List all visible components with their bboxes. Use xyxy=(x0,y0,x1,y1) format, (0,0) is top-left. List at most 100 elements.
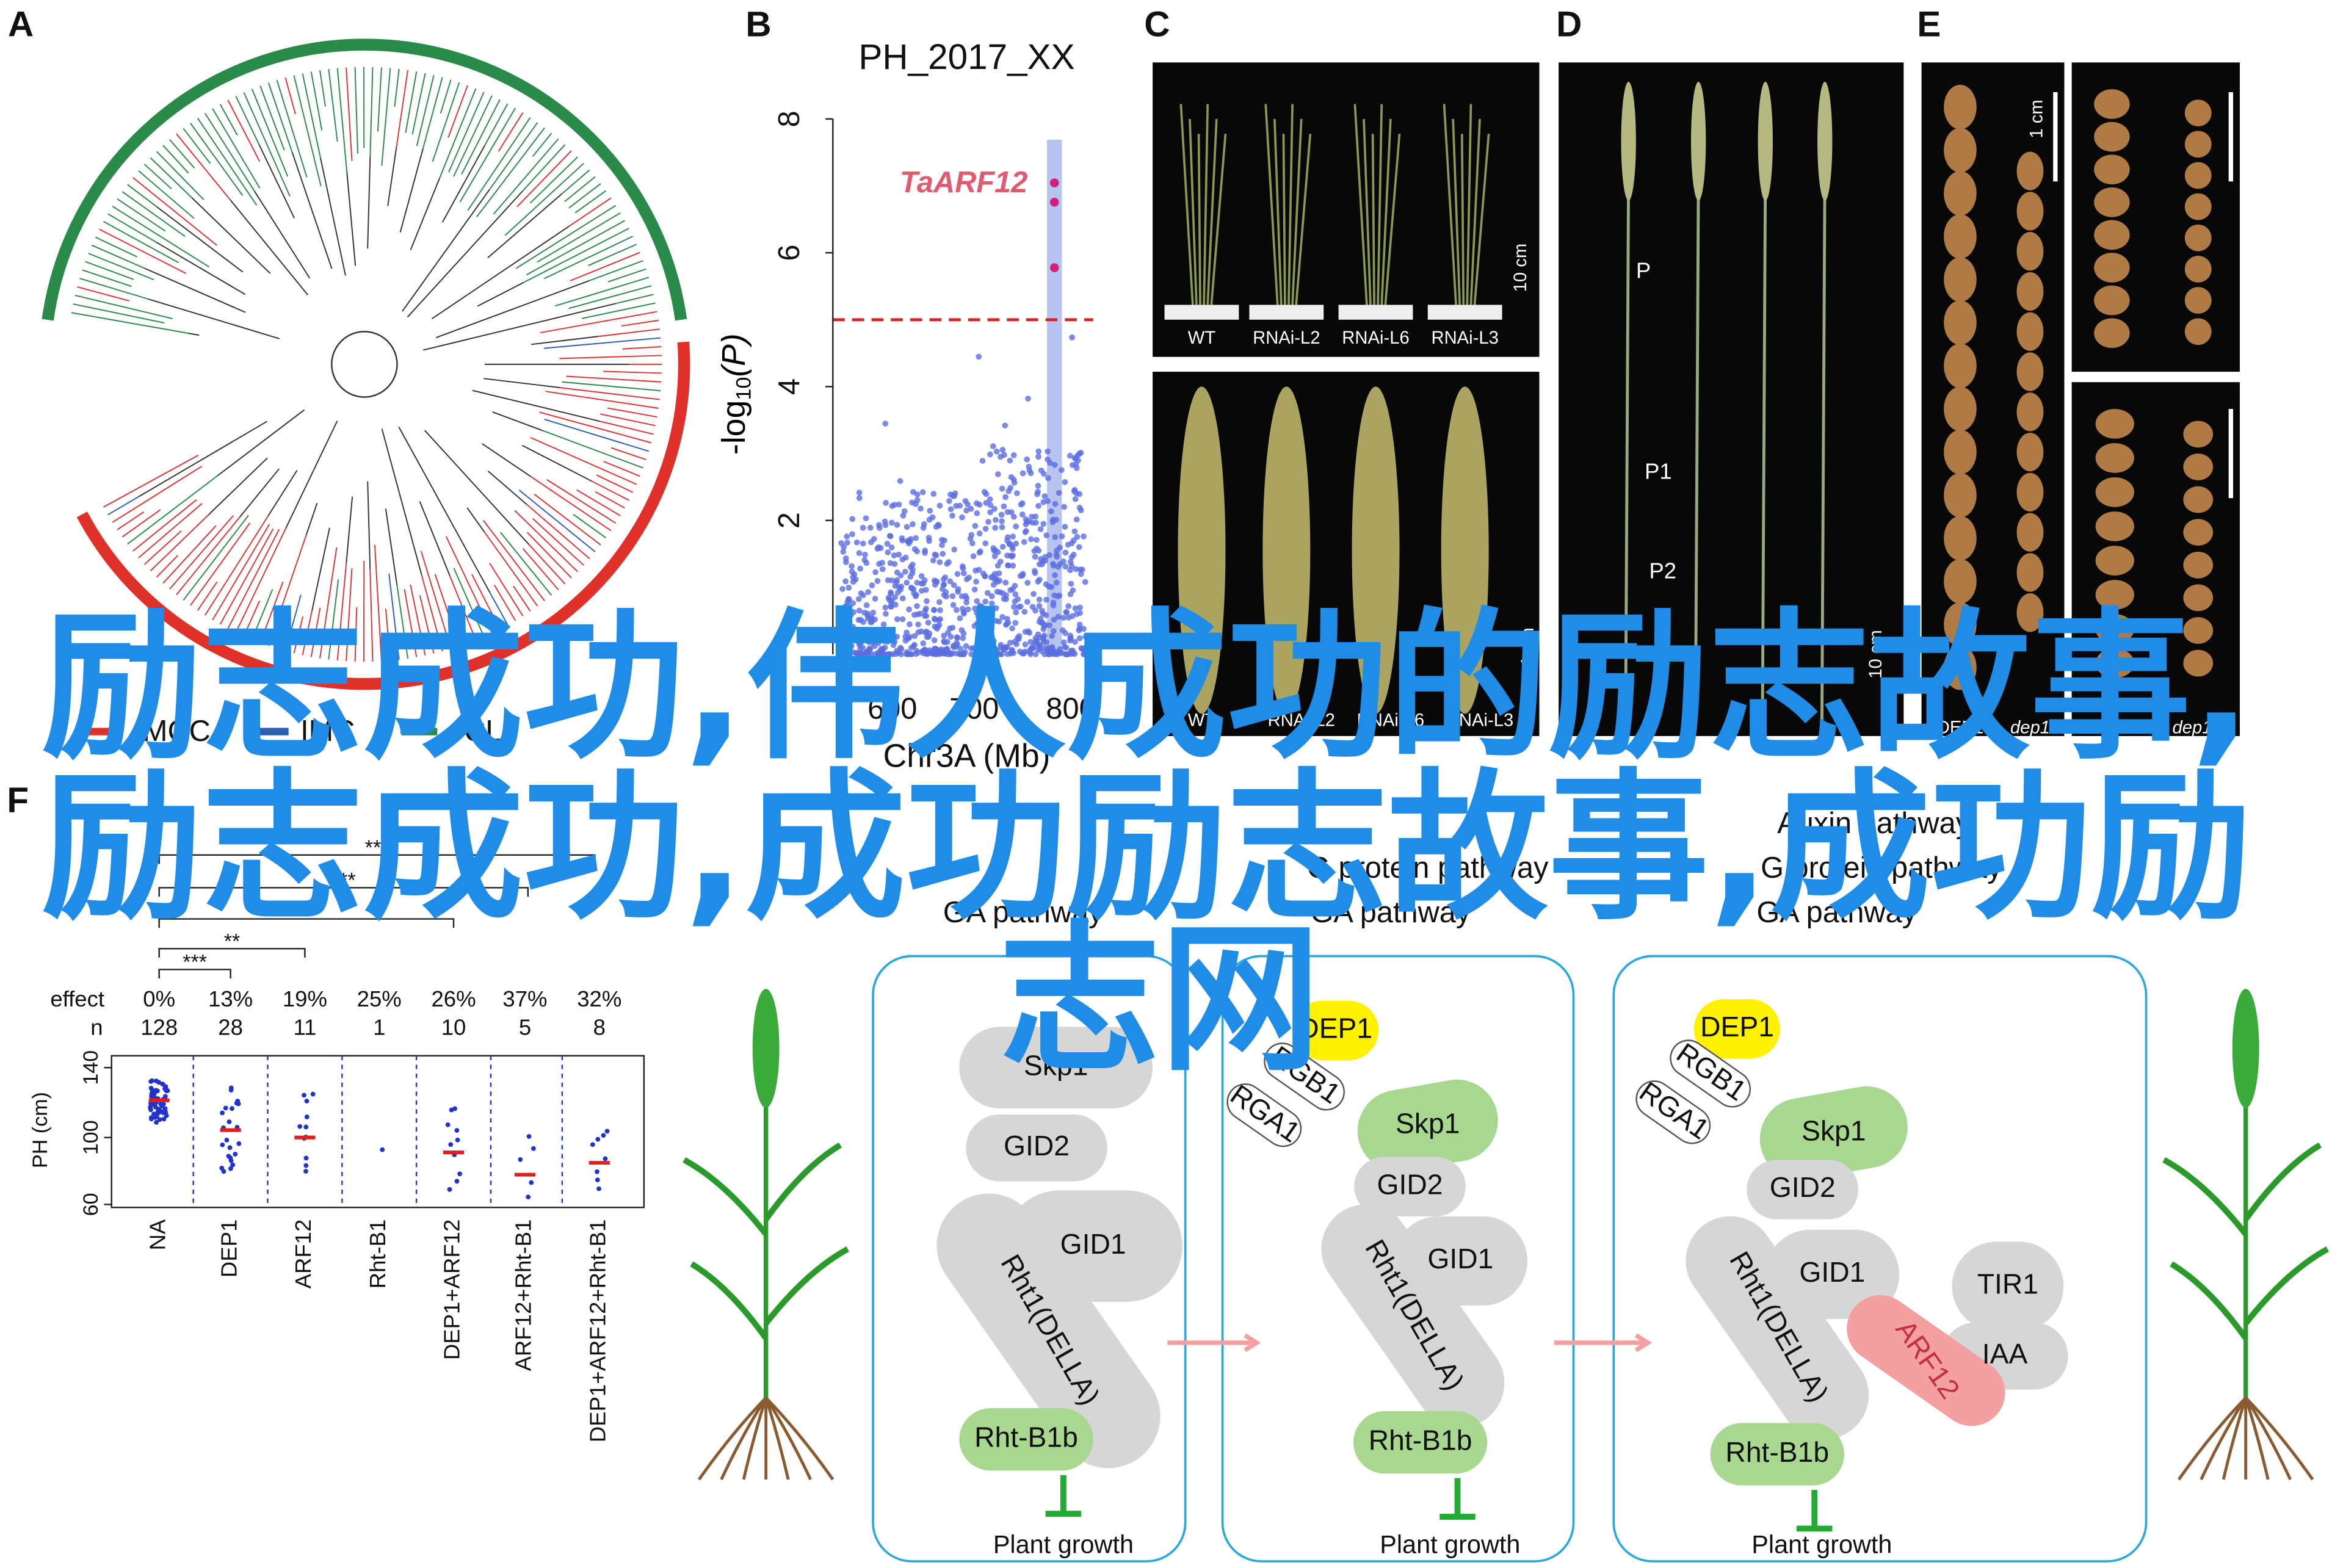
panel-label: E xyxy=(1917,4,1941,44)
snp-dot xyxy=(1024,579,1031,586)
pathway-header: GA pathway xyxy=(1756,896,1917,929)
branch xyxy=(445,536,493,634)
snp-dot xyxy=(947,578,954,585)
sample-dot xyxy=(154,1113,159,1119)
grain xyxy=(2095,614,2134,644)
plant-root xyxy=(2200,1396,2247,1481)
snp-dot xyxy=(858,590,864,596)
snp-dot xyxy=(1079,566,1085,573)
snp-dot xyxy=(979,640,985,646)
branch xyxy=(448,92,485,173)
photo-label: DEP1 xyxy=(1937,718,1983,737)
node-label: GID1 xyxy=(1799,1256,1865,1288)
snp-dot xyxy=(998,511,1005,518)
snp-dot xyxy=(1055,563,1062,570)
legend-label: CL xyxy=(464,715,502,748)
n-label: 10 xyxy=(441,1015,466,1040)
snp-dot xyxy=(999,485,1005,492)
snp-dot xyxy=(1007,587,1013,593)
snp-dot xyxy=(1024,456,1030,463)
snp-dot xyxy=(987,451,993,458)
snp-dot xyxy=(1028,536,1034,543)
branch xyxy=(528,544,566,585)
branch xyxy=(573,513,607,538)
effect-label: 32% xyxy=(577,986,621,1011)
effect-label: 19% xyxy=(283,986,327,1011)
plant-leaf xyxy=(2243,1142,2322,1221)
branch xyxy=(396,585,409,659)
plant-stem xyxy=(1377,104,1383,305)
snp-dot xyxy=(954,634,960,641)
sample-dot xyxy=(303,1155,309,1161)
branch xyxy=(504,162,584,236)
snp-dot xyxy=(947,506,954,513)
photo-label: WT xyxy=(1188,328,1216,348)
sample-dot xyxy=(303,1124,309,1130)
branch xyxy=(367,481,371,569)
snp-dot xyxy=(1032,554,1038,560)
snp-dot xyxy=(1045,475,1051,482)
snp-dot xyxy=(1060,558,1066,565)
snp-dot xyxy=(937,607,943,613)
significance: *** xyxy=(294,900,319,923)
snp-dot xyxy=(1070,587,1076,594)
y-tick-label: 6 xyxy=(773,245,806,261)
branch xyxy=(235,96,260,145)
snp-dot xyxy=(903,629,910,636)
axis-title-part: 10 xyxy=(733,377,756,400)
branch xyxy=(148,298,280,339)
node-label: DEP1 xyxy=(1298,1013,1372,1044)
snp-dot xyxy=(953,502,960,509)
branch xyxy=(346,496,353,563)
snp-dot xyxy=(995,471,1001,477)
pathway-header: G protein pathway xyxy=(1307,851,1549,884)
pot xyxy=(1164,305,1239,320)
node-label: Plant growth xyxy=(993,1531,1134,1559)
grain xyxy=(1944,128,1977,173)
snp-dot xyxy=(985,641,991,647)
grain xyxy=(2095,511,2134,541)
snp-dot xyxy=(961,610,967,617)
snp-dot xyxy=(1036,596,1043,603)
grain xyxy=(2095,477,2134,507)
axis-title-part: (P) xyxy=(715,333,752,377)
snp-dot xyxy=(985,651,992,657)
snp-dot xyxy=(993,516,999,523)
snp-dot xyxy=(1071,488,1077,494)
snp-dot xyxy=(926,516,933,523)
branch xyxy=(439,88,477,179)
branch xyxy=(493,138,559,215)
snp-dot xyxy=(858,632,865,638)
branch xyxy=(622,346,662,350)
sample-dot xyxy=(161,1116,167,1122)
snp-dot xyxy=(1019,511,1026,518)
branch xyxy=(319,547,338,659)
snp-dot xyxy=(1056,592,1063,599)
snp-dot xyxy=(963,643,969,649)
snp-dot xyxy=(931,607,937,613)
photo-label: RNAi-L2 xyxy=(1253,328,1320,348)
snp-dot xyxy=(1007,650,1014,657)
branch xyxy=(267,470,298,516)
branch xyxy=(103,454,199,508)
axis-title: -log10(P) xyxy=(715,333,755,455)
branch xyxy=(431,226,570,320)
branch xyxy=(488,122,538,190)
branch xyxy=(532,518,584,566)
snp-dot xyxy=(923,651,930,657)
snp-dot xyxy=(1069,461,1076,468)
branch xyxy=(483,532,538,607)
lead-snp xyxy=(1049,263,1059,272)
snp-dot xyxy=(957,615,963,621)
snp-dot xyxy=(945,629,951,636)
snp-dot xyxy=(1040,558,1046,565)
grain xyxy=(1944,602,1977,647)
snp-dot xyxy=(949,593,956,599)
snp-dot xyxy=(952,490,958,497)
snp-dot xyxy=(1007,457,1013,464)
branch xyxy=(235,527,287,633)
snp-dot xyxy=(982,540,989,547)
branch xyxy=(599,413,656,427)
snp-dot xyxy=(1015,596,1021,602)
